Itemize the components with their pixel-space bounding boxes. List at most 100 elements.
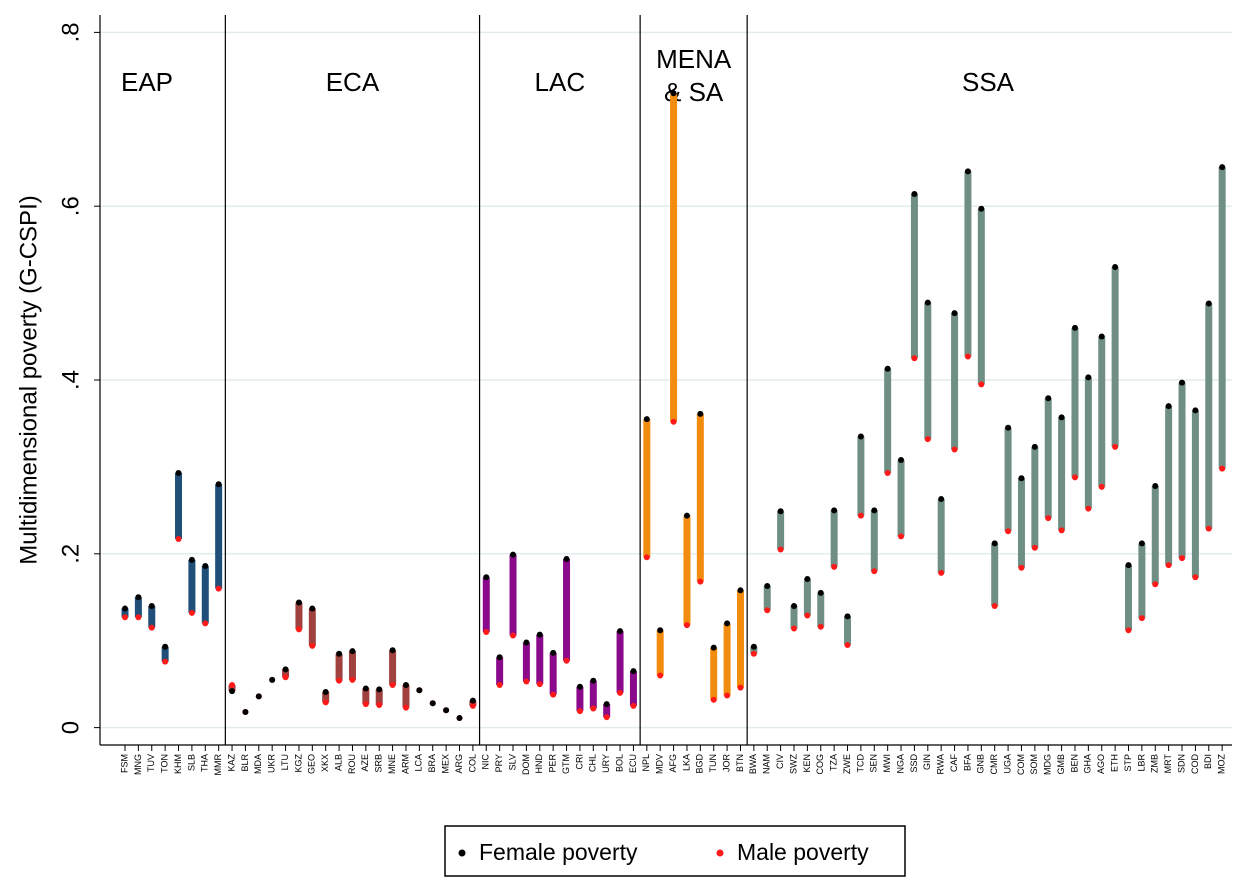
range-bar: [683, 515, 691, 626]
female-dot: [242, 708, 249, 715]
female-dot: [978, 205, 985, 212]
range-bar: [482, 577, 490, 633]
range-bar: [924, 302, 932, 440]
x-tick-label: AZE: [360, 754, 370, 772]
x-tick-label: KAZ: [226, 754, 236, 772]
x-tick-label: MMR: [213, 754, 223, 776]
male-dot: [724, 692, 731, 699]
female-dot: [175, 469, 182, 476]
male-dot: [590, 705, 597, 712]
male-dot: [804, 612, 811, 619]
male-dot: [670, 418, 677, 425]
region-label: SSA: [961, 67, 1015, 97]
female-dot: [590, 677, 597, 684]
female-dot: [1152, 483, 1159, 490]
x-tick-label: ETH: [1109, 754, 1119, 772]
male-dot: [202, 620, 209, 627]
range-bar: [951, 313, 959, 450]
female-dot: [938, 496, 945, 503]
x-tick-label: TUN: [708, 754, 718, 773]
range-bar: [1044, 398, 1052, 519]
male-dot: [737, 684, 744, 691]
female-dot: [483, 574, 490, 581]
male-dot: [309, 642, 316, 649]
x-tick-label: CRI: [574, 754, 584, 770]
range-bar: [348, 651, 356, 680]
x-tick-label: URY: [601, 754, 611, 773]
female-dot: [376, 686, 383, 693]
y-tick-label: .4: [57, 370, 84, 390]
region-label-box: SSA: [961, 67, 1015, 97]
female-dot: [188, 556, 195, 563]
range-bar: [188, 559, 196, 613]
range-bar: [897, 459, 905, 537]
range-bar: [375, 689, 383, 706]
x-tick-label: MDG: [1043, 754, 1053, 775]
x-tick-label: NPL: [641, 754, 651, 772]
female-dot: [429, 700, 436, 707]
range-bar: [870, 510, 878, 572]
male-dot: [563, 657, 570, 664]
x-tick-label: GTM: [561, 754, 571, 774]
male-dot: [617, 689, 624, 696]
female-dot: [777, 508, 784, 515]
x-tick-label: RWA: [936, 754, 946, 775]
range-bar: [670, 93, 678, 422]
range-bar: [1071, 327, 1079, 478]
range-bar: [857, 436, 865, 516]
male-dot: [1138, 615, 1145, 622]
range-bar: [1178, 382, 1186, 559]
legend-box: [444, 825, 906, 877]
male-dot: [938, 569, 945, 576]
female-dot: [603, 701, 610, 708]
male-dot: [1031, 544, 1038, 551]
female-dot: [991, 540, 998, 547]
y-tick-label: .2: [57, 544, 84, 564]
x-tick-label: MNE: [387, 754, 397, 774]
female-dot: [924, 299, 931, 306]
range-bar: [322, 691, 330, 703]
range-bar: [1125, 565, 1132, 631]
male-dot: [924, 436, 931, 443]
female-dot: [697, 410, 704, 417]
range-bar: [884, 368, 892, 473]
range-bar: [389, 650, 397, 686]
range-bar: [977, 208, 985, 385]
female-dot: [162, 643, 169, 650]
x-tick-label: JOR: [721, 753, 731, 772]
female-dot: [1125, 562, 1132, 569]
x-tick-label: SLV: [507, 754, 517, 770]
range-bar: [937, 499, 945, 573]
female-dot: [898, 456, 905, 463]
range-bar: [1165, 406, 1173, 566]
x-tick-label: SOM: [1029, 754, 1039, 775]
x-tick-label: BOL: [614, 754, 624, 772]
male-dot: [362, 701, 369, 708]
legend-marker: [458, 849, 466, 857]
range-bar: [844, 616, 852, 646]
range-bar: [549, 652, 557, 695]
male-dot: [1045, 515, 1052, 522]
range-bar: [215, 484, 223, 589]
female-dot: [523, 639, 530, 646]
male-dot: [1152, 581, 1159, 588]
male-dot: [603, 714, 610, 721]
female-dot: [282, 666, 289, 673]
range-bar: [148, 605, 156, 628]
male-dot: [884, 469, 891, 476]
male-dot: [1018, 564, 1025, 571]
x-tick-label: NGA: [895, 754, 905, 774]
female-dot: [617, 628, 624, 635]
range-bar: [1205, 303, 1213, 529]
x-tick-label: SLB: [186, 754, 196, 771]
range-bar: [282, 669, 290, 678]
male-dot: [122, 614, 128, 621]
female-dot: [1205, 300, 1212, 307]
x-tick-label: DOM: [521, 754, 531, 775]
male-dot: [683, 622, 690, 629]
female-dot: [1138, 540, 1145, 547]
male-dot: [630, 702, 637, 709]
female-dot: [362, 685, 369, 692]
range-bar: [201, 565, 209, 624]
female-dot: [255, 693, 262, 700]
